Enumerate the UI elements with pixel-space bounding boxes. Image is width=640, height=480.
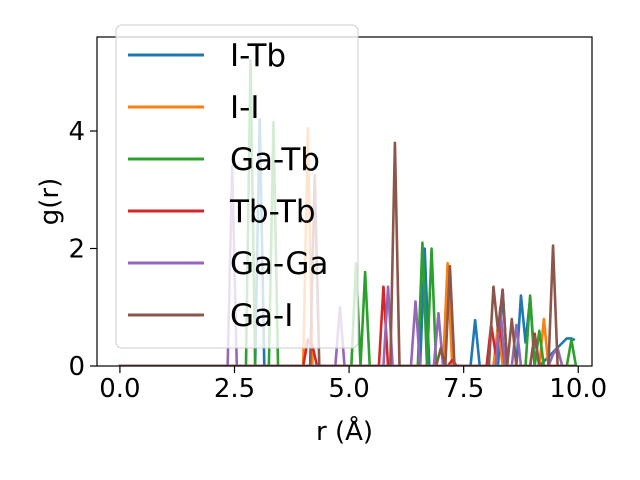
x-axis: 0.0 2.5 5.0 7.5 10.0 <box>99 366 607 404</box>
y-tick-label: 2 <box>68 235 85 265</box>
legend-label-i-i: I-I <box>230 90 259 126</box>
x-tick-label: 5.0 <box>328 374 369 404</box>
x-tick-label: 10.0 <box>549 374 607 404</box>
legend-label-tb-tb: Tb-Tb <box>229 194 316 230</box>
x-tick-label: 0.0 <box>99 374 140 404</box>
legend-entries: I-Tb I-I Ga-Tb Tb-Tb Ga-Ga Ga-I <box>128 38 328 334</box>
legend-label-ga-ga: Ga-Ga <box>230 246 328 282</box>
x-tick-label: 2.5 <box>214 374 255 404</box>
y-tick-label: 4 <box>68 117 85 147</box>
series-line-ga-tb <box>118 59 578 366</box>
legend-label-i-tb: I-Tb <box>230 38 286 74</box>
legend-label-ga-i: Ga-I <box>230 298 293 334</box>
y-axis: 0 2 4 <box>68 117 97 382</box>
y-axis-label: g(r) <box>35 178 65 225</box>
legend-label-ga-tb: Ga-Tb <box>230 142 320 178</box>
x-axis-label: r (Å) <box>316 415 373 447</box>
y-tick-label: 0 <box>68 352 85 382</box>
legend: I-Tb I-I Ga-Tb Tb-Tb Ga-Ga Ga-I <box>115 24 359 349</box>
series-line-ga-i <box>118 141 575 366</box>
x-tick-label: 7.5 <box>443 374 484 404</box>
